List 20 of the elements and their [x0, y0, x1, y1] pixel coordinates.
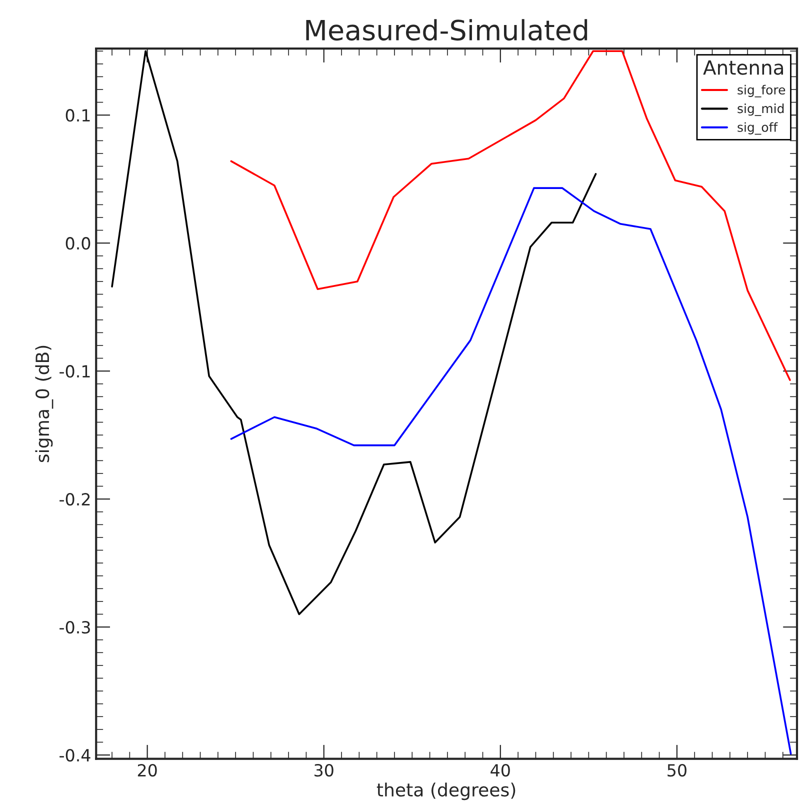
y-tick-label: 0.1: [66, 109, 90, 122]
y-tick-label: 0.0: [66, 237, 90, 250]
line-series: [111, 50, 597, 616]
x-tick-label: 30: [314, 764, 334, 777]
line-series: [230, 187, 792, 755]
legend-label: sig_mid: [738, 104, 784, 116]
legend-title: Antenna: [703, 60, 783, 75]
legend-label: sig_fore: [738, 84, 786, 98]
y-tick-label: -0.1: [60, 365, 90, 378]
line-series: [230, 50, 791, 381]
legend-label: sig_off: [738, 122, 778, 135]
y-axis-title: sigma_0 (dB): [35, 346, 54, 462]
x-tick-label: 50: [668, 764, 686, 777]
x-axis-title: theta (degrees): [376, 782, 516, 800]
y-tick-label: -0.4: [60, 748, 90, 762]
chart-title: Measured-Simulated: [306, 19, 588, 41]
y-tick-label: -0.2: [60, 493, 90, 506]
y-tick-label: -0.3: [60, 620, 90, 634]
x-tick-label: 20: [138, 764, 157, 777]
x-tick-label: 40: [490, 764, 510, 777]
